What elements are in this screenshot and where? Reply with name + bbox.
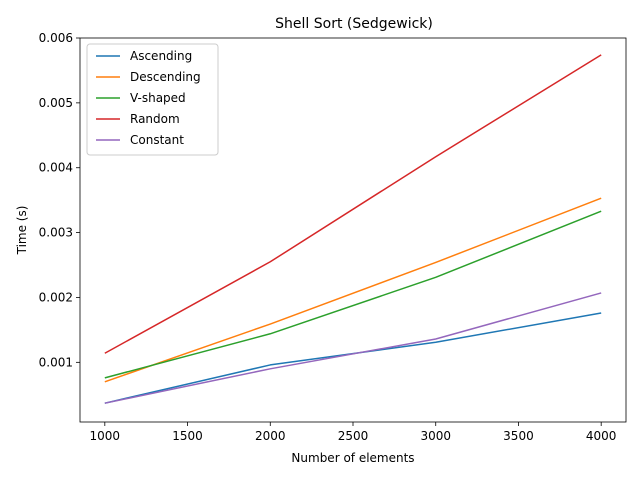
x-tick-label: 3000 [420,429,451,443]
x-tick-label: 1500 [172,429,203,443]
x-axis-label: Number of elements [291,451,414,465]
legend-label-ascending: Ascending [130,49,192,63]
y-tick-label: 0.006 [39,31,73,45]
series-layer [104,54,602,404]
y-tick-label: 0.004 [39,161,73,175]
series-line-random [104,54,602,354]
chart-title: Shell Sort (Sedgewick) [275,16,433,32]
legend-label-v-shaped: V-shaped [130,91,186,105]
legend-label-random: Random [130,112,180,126]
legend-label-descending: Descending [130,70,201,84]
x-tick-label: 1000 [90,429,121,443]
legend-box [86,43,219,156]
series-line-descending [104,197,602,383]
x-tick-label: 2500 [338,429,369,443]
legend: Ascending Descending V-shaped Random Constan… [86,43,219,156]
y-tick-label: 0.005 [39,96,73,110]
x-tick-label: 3500 [503,429,534,443]
y-tick-label: 0.001 [39,355,73,369]
series-line-constant [104,292,602,404]
y-axis: 0.001 0.002 0.003 0.004 0.005 0.006 [39,31,80,369]
y-axis-label: Time (s) [15,206,29,256]
y-tick-label: 0.002 [39,290,73,304]
series-line-v-shaped [104,210,602,379]
x-axis: 1000 1500 2000 2500 3000 3500 4000 [90,422,617,443]
x-tick-label: 4000 [586,429,617,443]
x-tick-label: 2000 [255,429,286,443]
y-tick-label: 0.003 [39,226,73,240]
legend-label-constant: Constant [130,133,184,147]
